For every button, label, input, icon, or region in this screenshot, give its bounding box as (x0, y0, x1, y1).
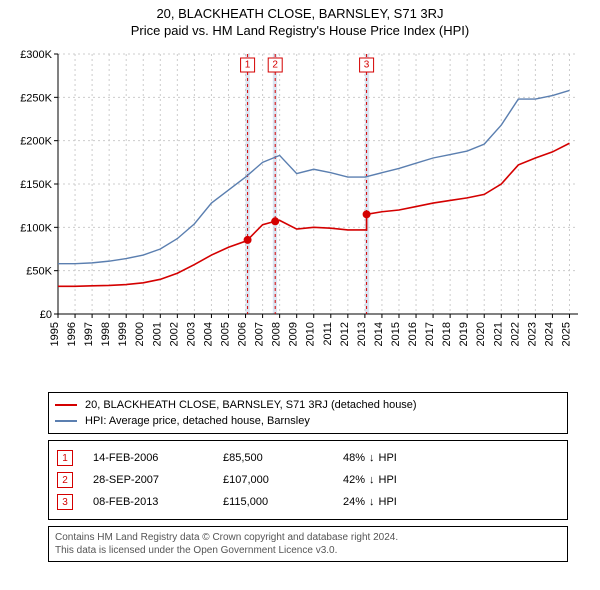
svg-text:£200K: £200K (20, 136, 52, 148)
svg-text:2002: 2002 (168, 322, 180, 346)
event-marker: 3 (57, 494, 73, 510)
svg-text:2010: 2010 (305, 322, 317, 346)
svg-text:2007: 2007 (254, 322, 266, 346)
event-price: £115,000 (223, 496, 343, 508)
svg-text:2025: 2025 (560, 322, 572, 346)
svg-text:2000: 2000 (134, 322, 146, 346)
svg-text:2003: 2003 (185, 322, 197, 346)
event-date: 28-SEP-2007 (93, 474, 223, 486)
svg-text:2020: 2020 (475, 322, 487, 346)
svg-text:2023: 2023 (526, 322, 538, 346)
svg-text:2024: 2024 (543, 322, 555, 346)
legend-label: HPI: Average price, detached house, Barn… (85, 415, 310, 427)
svg-text:2006: 2006 (237, 322, 249, 346)
svg-text:1998: 1998 (100, 322, 112, 346)
event-date: 14-FEB-2006 (93, 452, 223, 464)
svg-text:2008: 2008 (271, 322, 283, 346)
svg-text:£50K: £50K (26, 266, 52, 278)
svg-text:£0: £0 (40, 309, 52, 321)
svg-text:1997: 1997 (83, 322, 95, 346)
svg-text:2009: 2009 (288, 322, 300, 346)
legend-row: HPI: Average price, detached house, Barn… (55, 413, 561, 429)
footer-line2: This data is licensed under the Open Gov… (55, 544, 561, 557)
svg-text:2013: 2013 (356, 322, 368, 346)
svg-text:£250K: £250K (20, 92, 52, 104)
svg-text:2021: 2021 (492, 322, 504, 346)
svg-text:2005: 2005 (219, 322, 231, 346)
svg-text:1995: 1995 (49, 322, 61, 346)
svg-text:2012: 2012 (339, 322, 351, 346)
event-marker: 2 (57, 472, 73, 488)
event-gap: 24%↓HPI (343, 496, 433, 508)
svg-text:£300K: £300K (20, 49, 52, 61)
legend-row: 20, BLACKHEATH CLOSE, BARNSLEY, S71 3RJ … (55, 397, 561, 413)
legend-swatch (55, 404, 77, 406)
legend: 20, BLACKHEATH CLOSE, BARNSLEY, S71 3RJ … (48, 392, 568, 434)
svg-text:1999: 1999 (117, 322, 129, 346)
svg-text:2016: 2016 (407, 322, 419, 346)
legend-swatch (55, 420, 77, 422)
svg-text:2001: 2001 (151, 322, 163, 346)
titles: 20, BLACKHEATH CLOSE, BARNSLEY, S71 3RJ … (0, 0, 600, 38)
svg-text:2004: 2004 (202, 322, 214, 346)
svg-text:2018: 2018 (441, 322, 453, 346)
event-row: 2 28-SEP-2007£107,00042%↓HPI (55, 469, 561, 491)
svg-text:2019: 2019 (458, 322, 470, 346)
event-gap: 48%↓HPI (343, 452, 433, 464)
event-row: 3 08-FEB-2013£115,00024%↓HPI (55, 491, 561, 513)
event-row: 1 14-FEB-2006£85,50048%↓HPI (55, 447, 561, 469)
event-price: £85,500 (223, 452, 343, 464)
chart-container: 20, BLACKHEATH CLOSE, BARNSLEY, S71 3RJ … (0, 0, 600, 562)
footer: Contains HM Land Registry data © Crown c… (48, 526, 568, 562)
svg-text:£150K: £150K (20, 179, 52, 191)
svg-text:1996: 1996 (66, 322, 78, 346)
svg-text:2: 2 (272, 60, 278, 71)
title-line2: Price paid vs. HM Land Registry's House … (0, 23, 600, 38)
events-table: 1 14-FEB-2006£85,50048%↓HPI 2 28-SEP-2007£1… (48, 440, 568, 520)
plot-area: £0 £50K £100K £150K £200K £250K £300K 1995 1996 1… (10, 46, 590, 386)
chart-svg: £0 £50K £100K £150K £200K £250K £300K 1995 1996 1… (10, 46, 590, 386)
svg-text:2022: 2022 (509, 322, 521, 346)
event-marker: 1 (57, 450, 73, 466)
title-line1: 20, BLACKHEATH CLOSE, BARNSLEY, S71 3RJ (0, 6, 600, 21)
svg-text:3: 3 (364, 60, 370, 71)
svg-text:1: 1 (245, 60, 251, 71)
footer-line1: Contains HM Land Registry data © Crown c… (55, 531, 561, 544)
event-date: 08-FEB-2013 (93, 496, 223, 508)
svg-text:2014: 2014 (373, 322, 385, 346)
svg-text:2017: 2017 (424, 322, 436, 346)
svg-text:2015: 2015 (390, 322, 402, 346)
svg-text:2011: 2011 (322, 322, 334, 346)
svg-text:£100K: £100K (20, 222, 52, 234)
event-price: £107,000 (223, 474, 343, 486)
event-gap: 42%↓HPI (343, 474, 433, 486)
legend-label: 20, BLACKHEATH CLOSE, BARNSLEY, S71 3RJ … (85, 399, 417, 411)
